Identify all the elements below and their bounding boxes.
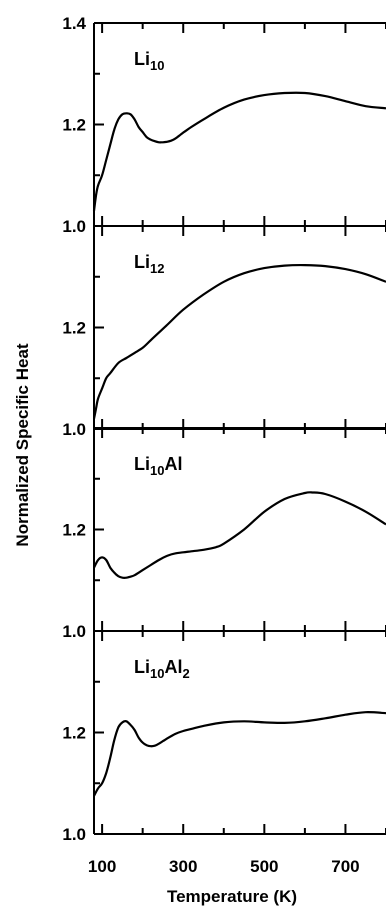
y-axis-title: Normalized Specific Heat	[13, 343, 32, 546]
y-tick-label: 1.2	[62, 521, 86, 540]
series-line-panel-4	[93, 711, 386, 797]
y-tick-label: 1.2	[62, 319, 86, 338]
series-line-panel-1	[92, 91, 386, 211]
panel-label: Li10Al2	[134, 657, 190, 681]
y-tick-label: 1.2	[62, 724, 86, 743]
panel-3: 1.2 1.0 Li10Al	[62, 427, 386, 641]
x-tick-label: 300	[169, 857, 197, 876]
y-tick-label: 1.0	[62, 825, 86, 844]
panel-4: 1.2 1.0 Li10Al2	[62, 630, 386, 844]
y-tick-label: 1.0	[62, 622, 86, 641]
panel-label: Li10Al	[134, 454, 182, 478]
x-tick-label: 100	[88, 857, 116, 876]
series-line-panel-2	[92, 263, 386, 420]
panel-2: 1.2 1.0 Li12	[62, 225, 386, 439]
series-line-panel-3	[93, 491, 386, 579]
panel-label: Li12	[134, 252, 164, 276]
x-axis-title: Temperature (K)	[167, 887, 297, 906]
y-tick-label: 1.2	[62, 116, 86, 135]
panel-label: Li10	[134, 49, 164, 73]
panel-1: 1.4 1.2 1.0 Li10	[62, 14, 386, 236]
y-tick-label: 1.4	[62, 14, 86, 33]
y-tick-label: 1.0	[62, 420, 86, 439]
x-tick-labels: 100 300 500 700	[88, 857, 360, 876]
x-tick-label: 700	[331, 857, 359, 876]
panels: 1.41.21.0Li101.21.0Li121.21.0Li10Al1.21.…	[62, 14, 386, 844]
x-tick-label: 500	[250, 857, 278, 876]
y-tick-label: 1.0	[62, 217, 86, 236]
